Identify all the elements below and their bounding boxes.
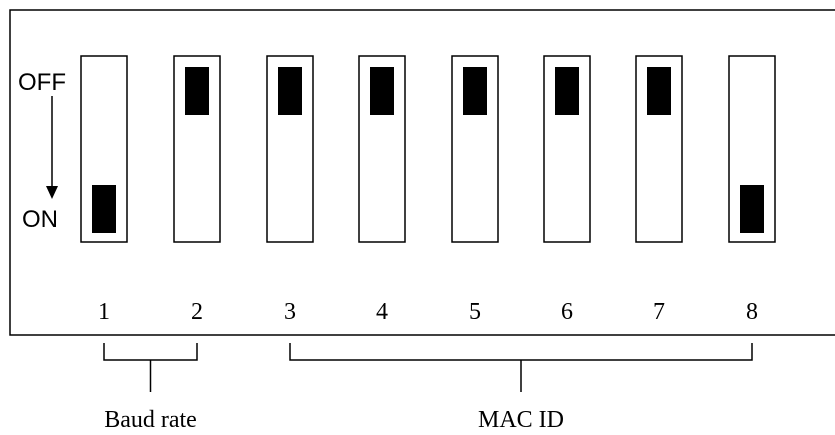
bracket-line (103, 343, 198, 361)
dip-switch-3[interactable] (266, 55, 314, 243)
bracket-line (289, 343, 753, 361)
group-bracket-0: Baud rate (103, 343, 198, 433)
switch-knob-off (278, 67, 302, 115)
switch-number-3: 3 (284, 299, 296, 325)
switch-knob-off (555, 67, 579, 115)
dip-switch-6[interactable] (543, 55, 591, 243)
switch-housing (9, 9, 835, 336)
switch-number-4: 4 (376, 299, 388, 325)
group-label: MAC ID (478, 407, 564, 433)
dip-switch-4[interactable] (358, 55, 406, 243)
switch-slot (266, 55, 314, 243)
dip-switch-8[interactable] (728, 55, 776, 243)
off-label: OFF (18, 69, 66, 96)
off-to-on-arrowhead (46, 186, 58, 199)
switch-slot (80, 55, 128, 243)
switch-number-8: 8 (746, 299, 758, 325)
switch-knob-on (92, 185, 116, 233)
group-label: Baud rate (104, 407, 197, 433)
switch-knob-on (740, 185, 764, 233)
switch-numbers: 1 2 3 4 5 6 7 8 (98, 299, 758, 325)
dip-switch-1[interactable] (80, 55, 128, 243)
switch-knob-off (370, 67, 394, 115)
switch-number-5: 5 (469, 299, 481, 325)
group-brackets: Baud rate MAC ID (103, 343, 753, 433)
switch-knob-off (463, 67, 487, 115)
on-label: ON (22, 206, 58, 233)
dip-switch-7[interactable] (635, 55, 683, 243)
switch-row (80, 55, 776, 243)
switch-number-7: 7 (653, 299, 665, 325)
switch-number-1: 1 (98, 299, 110, 325)
switch-number-2: 2 (191, 299, 203, 325)
group-bracket-1: MAC ID (289, 343, 753, 433)
switch-number-6: 6 (561, 299, 573, 325)
dip-switch-2[interactable] (173, 55, 221, 243)
dip-switch-5[interactable] (451, 55, 499, 243)
switch-knob-off (647, 67, 671, 115)
switch-knob-off (185, 67, 209, 115)
